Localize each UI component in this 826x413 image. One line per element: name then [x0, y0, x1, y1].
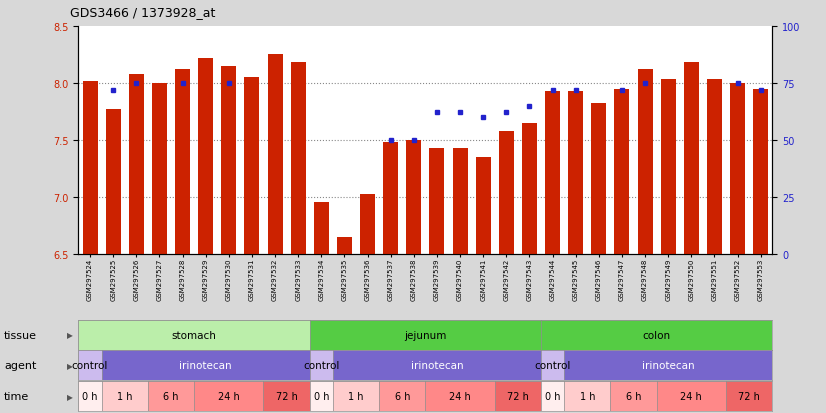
Text: 0 h: 0 h: [314, 391, 329, 401]
Text: tissue: tissue: [4, 330, 37, 340]
Bar: [314, 203, 329, 254]
Bar: [730, 83, 745, 254]
Bar: [657, 381, 726, 411]
Bar: [106, 110, 121, 254]
Bar: [406, 140, 421, 254]
Bar: [198, 59, 213, 254]
Bar: [453, 148, 468, 254]
Text: 0 h: 0 h: [83, 391, 97, 401]
Bar: [148, 381, 194, 411]
Text: time: time: [4, 391, 30, 401]
Bar: [83, 81, 97, 254]
Bar: [545, 92, 560, 254]
Text: 6 h: 6 h: [626, 391, 641, 401]
Bar: [175, 70, 190, 254]
Bar: [495, 381, 541, 411]
Bar: [638, 70, 653, 254]
Bar: [707, 80, 722, 254]
Bar: [102, 351, 310, 380]
Text: ▶: ▶: [67, 361, 73, 370]
Bar: [564, 351, 772, 380]
Text: control: control: [534, 361, 571, 370]
Bar: [430, 148, 444, 254]
Text: colon: colon: [643, 330, 671, 340]
Bar: [564, 381, 610, 411]
Text: 72 h: 72 h: [738, 391, 760, 401]
Bar: [78, 320, 310, 350]
Text: stomach: stomach: [172, 330, 216, 340]
Bar: [541, 351, 564, 380]
Bar: [615, 89, 629, 254]
Bar: [568, 92, 583, 254]
Text: irinotecan: irinotecan: [179, 361, 232, 370]
Text: 1 h: 1 h: [580, 391, 595, 401]
Bar: [379, 381, 425, 411]
Text: 24 h: 24 h: [449, 391, 471, 401]
Text: agent: agent: [4, 361, 36, 370]
Bar: [522, 123, 537, 254]
Bar: [610, 381, 657, 411]
Bar: [194, 381, 263, 411]
Bar: [337, 237, 352, 254]
Bar: [78, 351, 102, 380]
Bar: [499, 131, 514, 254]
Bar: [333, 351, 541, 380]
Bar: [360, 195, 375, 254]
Bar: [333, 381, 379, 411]
Text: irinotecan: irinotecan: [642, 361, 695, 370]
Text: control: control: [303, 361, 339, 370]
Text: 1 h: 1 h: [117, 391, 132, 401]
Text: ▶: ▶: [67, 392, 73, 401]
Bar: [425, 381, 495, 411]
Text: ▶: ▶: [67, 330, 73, 339]
Text: 72 h: 72 h: [276, 391, 297, 401]
Text: 24 h: 24 h: [681, 391, 702, 401]
Bar: [684, 63, 699, 254]
Text: 0 h: 0 h: [545, 391, 560, 401]
Bar: [383, 142, 398, 254]
Text: control: control: [72, 361, 108, 370]
Bar: [268, 55, 282, 254]
Bar: [291, 63, 306, 254]
Text: jejunum: jejunum: [404, 330, 447, 340]
Bar: [310, 351, 333, 380]
Bar: [310, 320, 541, 350]
Bar: [726, 381, 772, 411]
Bar: [102, 381, 148, 411]
Text: 72 h: 72 h: [507, 391, 529, 401]
Bar: [541, 320, 772, 350]
Bar: [591, 104, 606, 254]
Text: 6 h: 6 h: [395, 391, 410, 401]
Bar: [310, 381, 333, 411]
Bar: [476, 157, 491, 254]
Bar: [129, 74, 144, 254]
Bar: [244, 78, 259, 254]
Bar: [753, 89, 768, 254]
Text: 6 h: 6 h: [164, 391, 178, 401]
Text: irinotecan: irinotecan: [411, 361, 463, 370]
Text: 24 h: 24 h: [218, 391, 240, 401]
Text: GDS3466 / 1373928_at: GDS3466 / 1373928_at: [70, 6, 216, 19]
Bar: [78, 381, 102, 411]
Bar: [221, 66, 236, 254]
Text: 1 h: 1 h: [349, 391, 363, 401]
Bar: [263, 381, 310, 411]
Bar: [661, 80, 676, 254]
Bar: [152, 83, 167, 254]
Bar: [541, 381, 564, 411]
